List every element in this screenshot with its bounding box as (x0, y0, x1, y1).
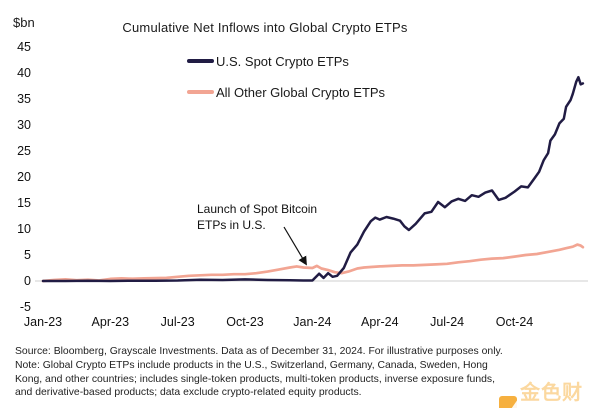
legend-label-us-spot: U.S. Spot Crypto ETPs (216, 53, 349, 69)
y-tick-label: 0 (24, 273, 31, 288)
x-tick-label: Jan-23 (23, 315, 63, 329)
y-axis-unit-label: $bn (13, 15, 35, 30)
y-tick-label: 10 (17, 221, 31, 236)
x-tick-label: Apr-23 (91, 315, 130, 329)
note-line-2: Kong, and other countries; includes sing… (15, 373, 495, 385)
x-tick-label: Jul-24 (430, 315, 465, 329)
watermark: 金色财经 (499, 376, 600, 408)
annotation-line-2: ETPs in U.S. (197, 218, 266, 232)
all-other-global-line (41, 243, 585, 283)
x-tick-label: Jul-23 (160, 315, 195, 329)
jinse-finance-logo-icon (499, 395, 518, 408)
source-note: Source: Bloomberg, Grayscale Investments… (15, 345, 593, 400)
x-tick-label: Apr-24 (361, 315, 399, 329)
x-tick-label: Oct-24 (495, 315, 534, 329)
legend-label-all-other: All Other Global Crypto ETPs (216, 84, 386, 100)
y-tick-label: 40 (17, 65, 31, 80)
all-other-line-swatch (187, 90, 214, 94)
note-line-3: and derivative-based products; data excl… (15, 387, 362, 399)
y-tick-label: 35 (17, 91, 31, 106)
annotation-text: Launch of Spot Bitcoin ETPs in U.S. (197, 201, 317, 233)
y-tick-label: 20 (17, 169, 31, 184)
legend: U.S. Spot Crypto ETPs All Other Global C… (187, 53, 385, 115)
source-line: Source: Bloomberg, Grayscale Investments… (15, 346, 503, 357)
y-tick-label: 25 (17, 143, 31, 158)
y-tick-label: 45 (17, 39, 31, 54)
chart-title: Cumulative Net Inflows into Global Crypt… (122, 20, 408, 35)
us-spot-line-swatch (187, 59, 214, 63)
y-tick-label: 5 (24, 247, 31, 262)
x-tick-label: Jan-24 (293, 315, 332, 329)
legend-item-us-spot: U.S. Spot Crypto ETPs (187, 53, 385, 69)
y-tick-label: 30 (17, 117, 31, 132)
y-tick-label: -5 (19, 299, 31, 314)
annotation-arrow (283, 226, 307, 266)
x-tick-label: Oct-23 (226, 315, 264, 329)
note-line-1: Note: Global Crypto ETPs include product… (15, 359, 488, 371)
y-tick-label: 15 (17, 195, 31, 210)
us-spot-line (41, 75, 585, 283)
legend-item-all-other: All Other Global Crypto ETPs (187, 84, 385, 100)
watermark-text: 金色财经 (520, 382, 584, 404)
annotation-line-1: Launch of Spot Bitcoin (197, 202, 318, 216)
